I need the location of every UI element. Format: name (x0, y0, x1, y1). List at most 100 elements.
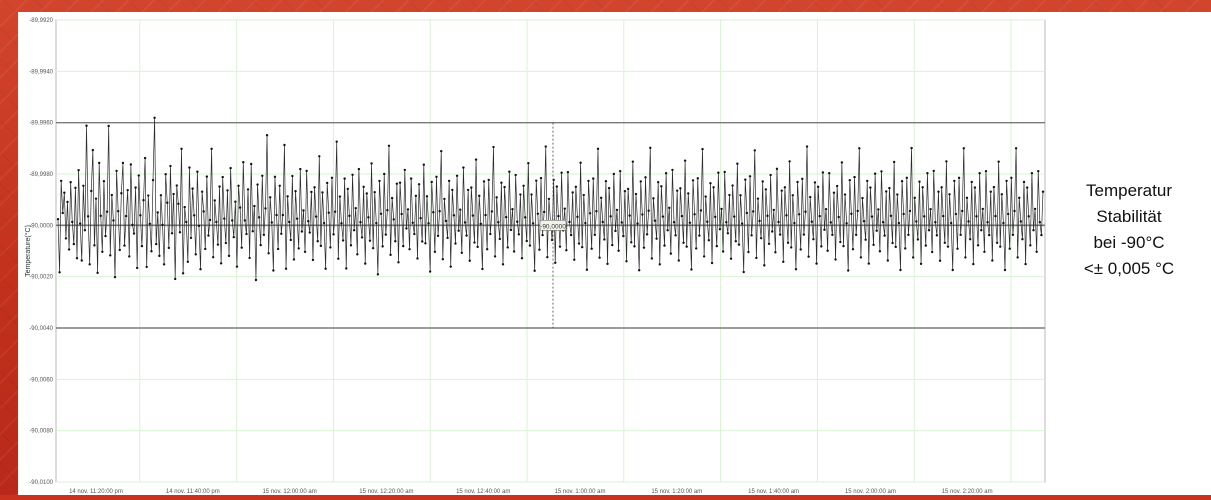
data-point (713, 215, 717, 219)
data-point (694, 247, 698, 250)
data-point (242, 160, 245, 164)
data-point (215, 220, 218, 224)
data-point (283, 143, 286, 147)
data-point (316, 240, 319, 243)
data-point (270, 221, 273, 224)
data-point (932, 169, 935, 173)
data-point (395, 182, 399, 185)
data-point (541, 233, 544, 237)
data-point (245, 232, 248, 236)
data-point (975, 215, 978, 218)
data-point (360, 236, 364, 239)
data-point (930, 250, 934, 254)
data-point (964, 256, 967, 259)
data-point (338, 195, 342, 198)
data-point (997, 160, 1000, 163)
data-point (218, 185, 221, 188)
data-point (734, 240, 737, 243)
data-point (436, 234, 440, 238)
data-point (523, 216, 527, 219)
data-point (558, 245, 562, 248)
data-point (752, 210, 755, 213)
data-point (525, 239, 528, 243)
data-point (753, 149, 756, 152)
data-point (348, 214, 351, 218)
data-point (599, 196, 603, 200)
data-point (797, 213, 801, 216)
data-point (604, 179, 608, 183)
x-tick-label: 15 nov. 1:00:00 am (555, 489, 606, 495)
data-point (352, 229, 356, 232)
data-point (658, 263, 661, 266)
data-point (588, 212, 592, 215)
data-point (778, 233, 782, 236)
data-point (834, 258, 837, 261)
data-point (204, 247, 207, 251)
data-point (69, 181, 72, 184)
data-point (989, 190, 992, 193)
data-point (327, 211, 330, 214)
data-point (402, 244, 405, 248)
data-point (980, 229, 983, 232)
data-point (701, 147, 704, 151)
data-point (80, 259, 83, 262)
data-point (617, 249, 620, 252)
data-point (828, 172, 831, 175)
data-point (251, 230, 254, 233)
data-point (199, 268, 202, 271)
data-point (310, 190, 313, 194)
data-point (785, 214, 788, 217)
data-point (894, 245, 897, 249)
data-point (560, 171, 563, 174)
data-point (368, 239, 372, 242)
data-point (542, 210, 546, 214)
data-point (851, 248, 855, 251)
data-point (375, 221, 378, 225)
data-point (314, 215, 318, 218)
data-point (945, 160, 948, 163)
data-point (801, 177, 804, 181)
data-point (902, 212, 905, 216)
data-point (946, 245, 950, 248)
data-point (829, 221, 832, 224)
data-point (1000, 193, 1004, 196)
data-point (386, 208, 389, 212)
data-point (278, 184, 281, 188)
data-point (219, 262, 223, 265)
data-point (440, 149, 443, 153)
data-point (58, 271, 61, 274)
data-point (937, 190, 940, 193)
data-point (1035, 250, 1038, 253)
data-point (492, 145, 495, 149)
cursor-value-label: -90,0000 (540, 223, 566, 230)
data-point (250, 162, 253, 166)
data-point (881, 221, 885, 224)
data-point (668, 206, 671, 210)
data-point (706, 220, 709, 223)
data-point (978, 172, 981, 175)
data-point (592, 177, 595, 180)
data-point (647, 209, 650, 212)
data-point (378, 179, 381, 183)
data-point (886, 259, 890, 262)
data-point (113, 275, 117, 279)
data-point (495, 196, 498, 199)
data-point (333, 210, 337, 213)
data-point (595, 210, 598, 213)
data-point (441, 258, 445, 261)
data-point (576, 215, 579, 219)
data-point (93, 244, 96, 247)
data-point (223, 217, 226, 220)
data-point (262, 233, 266, 237)
data-point (896, 193, 899, 196)
data-point (229, 166, 232, 170)
data-point (400, 212, 403, 216)
data-point (976, 244, 980, 247)
data-point (493, 255, 497, 258)
data-point (256, 183, 259, 186)
data-point (425, 195, 429, 198)
data-point (124, 214, 128, 218)
plot-area (55, 19, 1046, 483)
data-point (257, 216, 261, 219)
data-point (892, 160, 896, 164)
